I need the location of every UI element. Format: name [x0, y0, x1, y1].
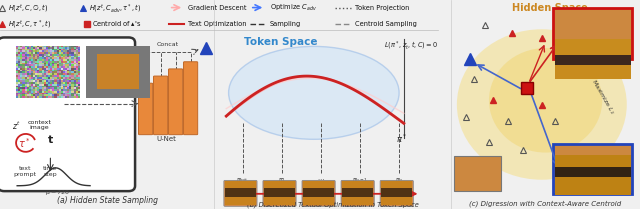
Text: $H(z^t, C, \tau^*, t)$: $H(z^t, C, \tau^*, t)$	[8, 18, 51, 30]
Text: Concat: Concat	[156, 42, 179, 47]
Text: $\pi_{n-1}$: $\pi_{n-1}$	[352, 176, 368, 184]
Text: Hidden Space: Hidden Space	[511, 3, 588, 13]
FancyBboxPatch shape	[184, 62, 198, 135]
Text: $\pi_{init}$: $\pi_{init}$	[236, 176, 249, 184]
Text: (b) Discretized Textual Optimization in Token Space: (b) Discretized Textual Optimization in …	[247, 201, 419, 208]
Text: $\pi^*$: $\pi^*$	[396, 133, 407, 145]
FancyBboxPatch shape	[341, 180, 374, 206]
FancyBboxPatch shape	[380, 180, 413, 206]
Text: $H(z^t, C_{adv}, \tau^*, t)$: $H(z^t, C_{adv}, \tau^*, t)$	[89, 2, 141, 14]
Text: context
image: context image	[28, 120, 52, 130]
Text: time
step: time step	[44, 166, 58, 177]
Text: Text Optimization: Text Optimization	[188, 21, 246, 27]
Text: text
prompt: text prompt	[13, 166, 36, 177]
Text: $\mathbf{t}$: $\mathbf{t}$	[47, 133, 54, 145]
FancyBboxPatch shape	[224, 180, 257, 206]
Text: $\pi_n$: $\pi_n$	[395, 176, 403, 184]
Text: Sampling: Sampling	[269, 21, 301, 27]
FancyBboxPatch shape	[154, 76, 168, 135]
FancyBboxPatch shape	[553, 144, 632, 194]
FancyBboxPatch shape	[0, 37, 135, 191]
Text: Centroid of $\blacktriangle$'s: Centroid of $\blacktriangle$'s	[92, 19, 141, 28]
Text: Token Space: Token Space	[244, 37, 317, 47]
FancyBboxPatch shape	[168, 69, 182, 135]
Ellipse shape	[228, 46, 399, 139]
Text: $H(z^t, C, \emptyset, t)$: $H(z^t, C, \emptyset, t)$	[8, 2, 49, 14]
Text: Optimize $C_{adv}$: Optimize $C_{adv}$	[269, 3, 317, 13]
Text: $\pi_1$: $\pi_1$	[278, 176, 286, 184]
Text: $L(\pi^*, z_t, t, C) = 0$: $L(\pi^*, z_t, t, C) = 0$	[384, 39, 438, 52]
Ellipse shape	[457, 29, 627, 180]
Text: Gradient Descent: Gradient Descent	[188, 5, 246, 11]
Text: Maximize $L_2$: Maximize $L_2$	[589, 77, 616, 116]
Text: $\tau^*$: $\tau^*$	[18, 136, 31, 150]
Text: (a) Hidden State Sampling: (a) Hidden State Sampling	[57, 196, 157, 205]
Text: Centroid Sampling: Centroid Sampling	[355, 21, 417, 27]
Text: $\mu = 720$: $\mu = 720$	[45, 187, 70, 196]
FancyBboxPatch shape	[263, 180, 296, 206]
Text: Token Projection: Token Projection	[355, 5, 410, 11]
FancyBboxPatch shape	[138, 83, 153, 135]
Text: U-Net: U-Net	[156, 136, 176, 142]
FancyBboxPatch shape	[553, 8, 632, 59]
Ellipse shape	[489, 48, 602, 153]
Text: $\cdots$: $\cdots$	[317, 176, 324, 181]
Text: $z^t$: $z^t$	[12, 120, 21, 132]
Text: (c) Digression with Context-Aware Centroid: (c) Digression with Context-Aware Centro…	[470, 200, 621, 207]
FancyBboxPatch shape	[454, 156, 501, 191]
FancyBboxPatch shape	[302, 180, 335, 206]
